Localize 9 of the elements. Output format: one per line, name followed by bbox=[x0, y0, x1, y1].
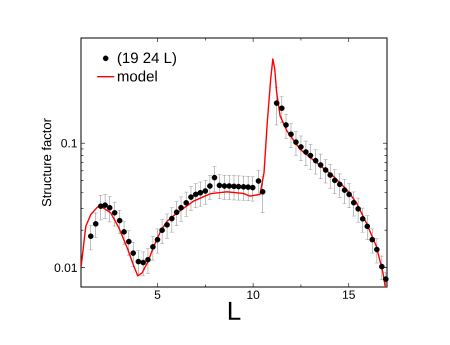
x-axis-title: L bbox=[228, 302, 240, 320]
x-tick-label: 15 bbox=[342, 290, 355, 299]
legend-label: model bbox=[118, 70, 157, 82]
y-tick-label: 0.1 bbox=[61, 138, 77, 148]
legend-label: (19 24 L) bbox=[118, 52, 176, 66]
y-axis-title: Structure factor bbox=[42, 118, 52, 206]
x-tick-label: 10 bbox=[247, 290, 260, 300]
y-tick-label: 0.01 bbox=[54, 263, 77, 272]
x-tick-label: 5 bbox=[154, 290, 160, 299]
